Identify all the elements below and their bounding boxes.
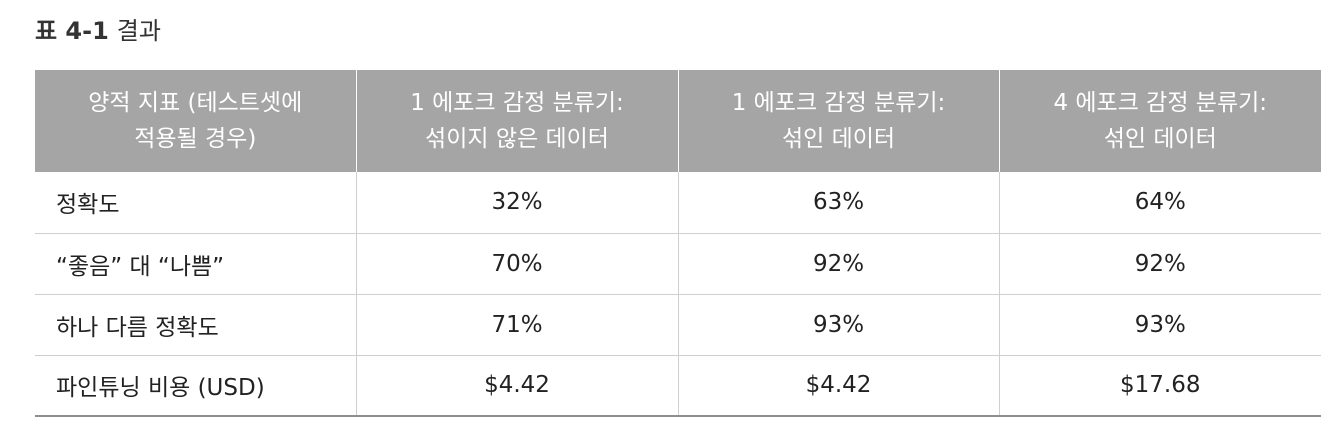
header-line: 섞인 데이터 [1103,126,1217,152]
table-row: 정확도 32% 63% 64% [35,172,1321,234]
header-line: 1 에포크 감정 분류기: [731,90,946,116]
results-table: 양적 지표 (테스트셋에 적용될 경우) 1 에포크 감정 분류기: 섞이지 않… [35,70,1321,417]
header-line: 1 에포크 감정 분류기: [410,90,624,116]
table-cell: 32% [355,172,678,234]
header-1-epoch-unshuffled: 1 에포크 감정 분류기: 섞이지 않은 데이터 [355,70,678,172]
table-caption: 표 4-1 결과 [35,14,161,48]
table-cell: 70% [355,233,678,295]
row-label: “좋음” 대 “나쁨” [35,233,356,295]
table-cell: $4.42 [677,355,999,417]
header-4-epoch-shuffled: 4 에포크 감정 분류기: 섞인 데이터 [998,70,1321,172]
row-label: 정확도 [35,172,356,234]
table-cell: 93% [998,294,1321,356]
row-label: 파인튜닝 비용 (USD) [35,355,356,417]
table-row: “좋음” 대 “나쁨” 70% 92% 92% [35,233,1321,295]
header-line: 적용될 경우) [134,126,257,152]
header-metric: 양적 지표 (테스트셋에 적용될 경우) [35,70,356,172]
caption-title: 결과 [116,17,161,45]
table-cell: 64% [998,172,1321,234]
table-cell: 92% [998,233,1321,295]
header-line: 섞인 데이터 [781,126,896,152]
header-line: 양적 지표 (테스트셋에 [88,90,303,116]
header-1-epoch-shuffled: 1 에포크 감정 분류기: 섞인 데이터 [677,70,999,172]
caption-number: 표 4-1 [35,17,109,45]
row-label: 하나 다름 정확도 [35,294,356,356]
table-cell: 63% [677,172,999,234]
header-line: 4 에포크 감정 분류기: [1053,90,1268,116]
table-cell: 92% [677,233,999,295]
table-cell: $4.42 [355,355,678,417]
header-line: 섞이지 않은 데이터 [425,126,609,152]
table-row: 파인튜닝 비용 (USD) $4.42 $4.42 $17.68 [35,355,1321,417]
table-cell: 93% [677,294,999,356]
header-row: 양적 지표 (테스트셋에 적용될 경우) 1 에포크 감정 분류기: 섞이지 않… [35,70,1321,172]
table-cell: $17.68 [998,355,1321,417]
table-cell: 71% [355,294,678,356]
table-row: 하나 다름 정확도 71% 93% 93% [35,294,1321,356]
